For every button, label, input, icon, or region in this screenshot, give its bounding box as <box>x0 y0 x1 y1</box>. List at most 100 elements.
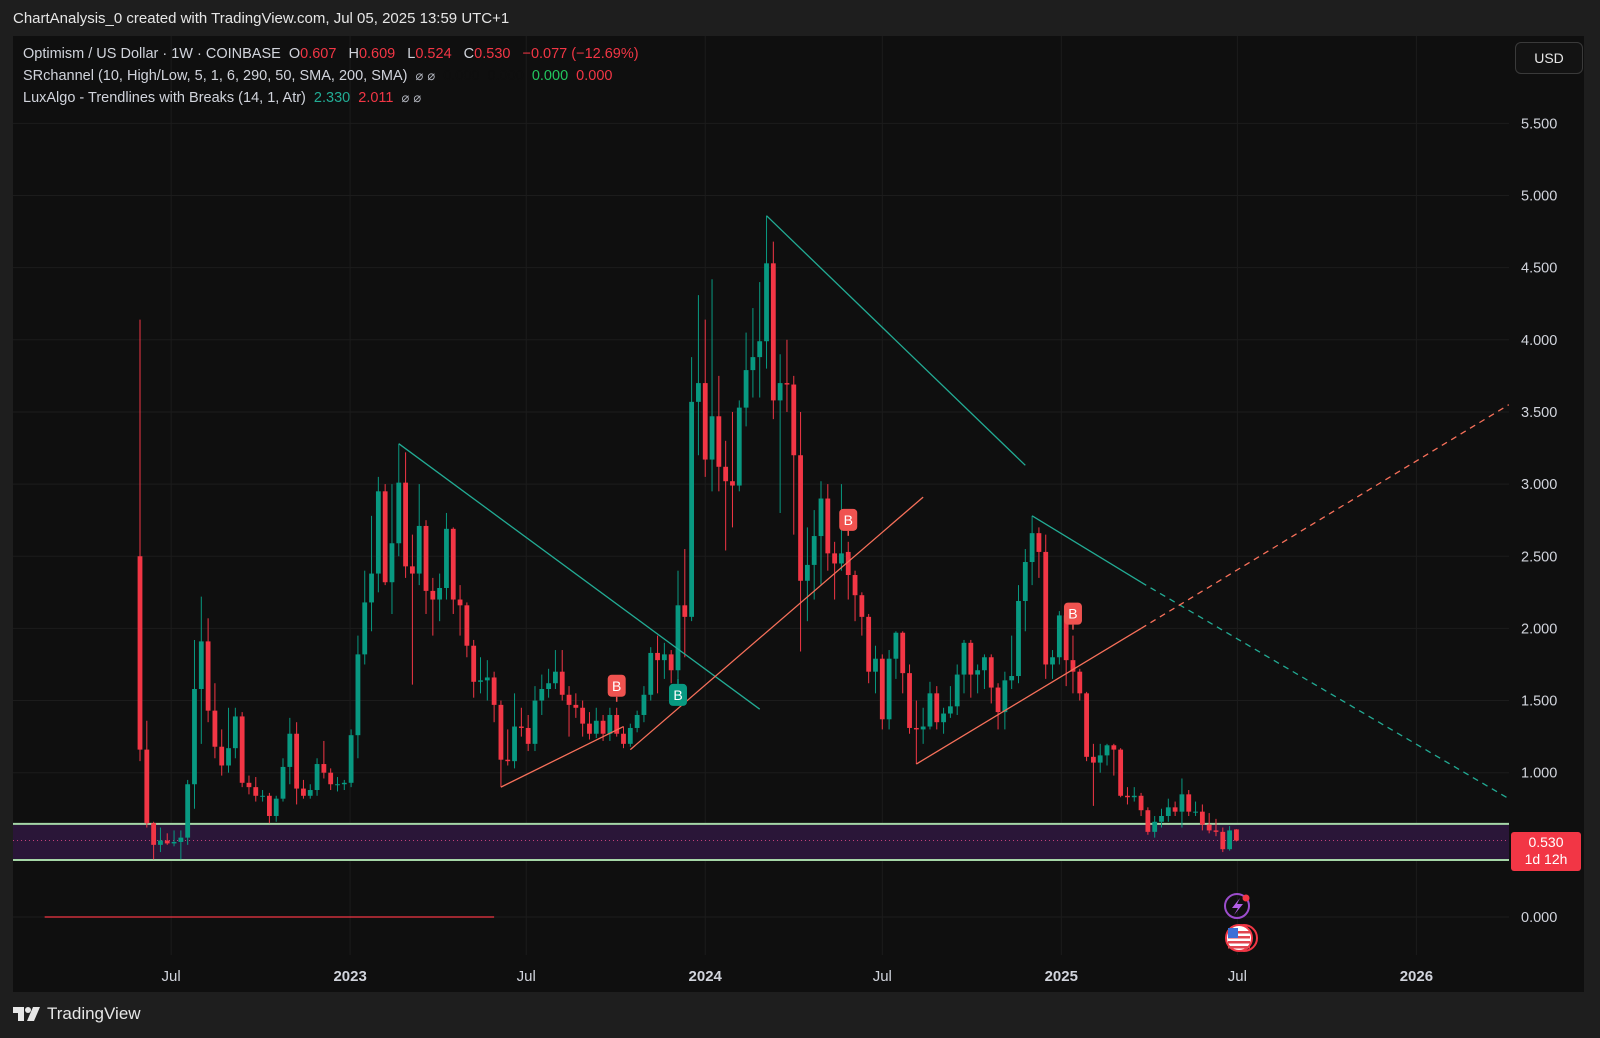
candle-body <box>770 263 776 401</box>
candle-body <box>1199 811 1205 825</box>
candle-body <box>464 605 470 646</box>
eye-crossed-icon[interactable]: ⌀ <box>413 90 422 105</box>
candle-body <box>260 795 265 797</box>
candle-body <box>341 782 347 785</box>
candle-body <box>723 466 729 482</box>
symbol-name: Optimism / US Dollar · 1W · COINBASE <box>23 46 281 62</box>
candle-body <box>525 727 531 744</box>
candle-body <box>307 790 313 796</box>
candle-body <box>907 673 912 728</box>
srchannel-name: SRchannel (10, High/Low, 5, 1, 6, 290, 5… <box>23 68 408 84</box>
price-axis-label: 2.000 <box>1521 621 1557 637</box>
candle-body <box>532 700 538 744</box>
candle-body <box>266 795 272 816</box>
candle-body <box>593 720 599 734</box>
price-axis-label: 1.000 <box>1521 766 1557 782</box>
candle-body <box>253 787 259 796</box>
trendline-down <box>398 443 761 710</box>
candle-body <box>1036 533 1042 552</box>
trendline-up <box>500 725 624 788</box>
candle-body <box>212 710 218 747</box>
eye-crossed-icon[interactable]: ⌀ <box>415 68 424 83</box>
candle-body <box>750 357 756 371</box>
candle-body <box>832 553 838 564</box>
candle-body <box>947 706 953 714</box>
candle-body <box>893 632 899 659</box>
notification-dot <box>1242 894 1250 902</box>
candle-body <box>1186 794 1192 812</box>
tradingview-logo[interactable]: TradingView <box>13 1004 141 1024</box>
candle-body <box>198 641 204 690</box>
candle-body <box>1227 830 1232 850</box>
srchannel-legend[interactable]: SRchannel (10, High/Low, 5, 1, 6, 290, 5… <box>23 68 616 84</box>
candle-body <box>484 677 490 681</box>
candle-body <box>961 642 967 675</box>
symbol-legend[interactable]: Optimism / US Dollar · 1W · COINBASE O0.… <box>23 46 643 62</box>
luxalgo-legend[interactable]: LuxAlgo - Trendlines with Breaks (14, 1,… <box>23 90 425 106</box>
candle-body <box>879 658 885 720</box>
candle-body <box>505 759 511 762</box>
candle-body <box>818 498 824 537</box>
candle-body <box>1220 831 1226 850</box>
lightning-event-icon[interactable] <box>1224 893 1250 919</box>
candle-body <box>607 714 613 734</box>
candle-body <box>1165 807 1171 816</box>
candle-body <box>301 788 306 796</box>
price-axis-label: 5.500 <box>1521 116 1557 132</box>
candle-body <box>982 657 987 671</box>
candle-body <box>151 823 157 845</box>
candle-body <box>280 766 286 799</box>
candle-body <box>913 727 919 730</box>
candle-body <box>559 671 565 695</box>
candle-body <box>512 726 517 762</box>
candle-body <box>587 723 592 734</box>
candle-body <box>580 707 586 724</box>
candle-body <box>634 714 640 728</box>
candle-body <box>205 641 211 711</box>
candle-body <box>294 733 300 789</box>
candle-body <box>144 749 150 824</box>
price-axis-label: 4.500 <box>1521 261 1557 277</box>
candle-body <box>546 683 551 690</box>
lightning-event-icon <box>1232 898 1243 915</box>
candle-body <box>457 599 463 606</box>
candle-body <box>498 704 504 760</box>
candle-body <box>178 837 184 842</box>
srchannel-value: 0.000 <box>487 68 524 84</box>
trendline-up <box>916 627 1142 765</box>
trendline-extension-down <box>1140 581 1510 800</box>
candle-body <box>954 674 960 707</box>
open-label: O <box>288 46 301 62</box>
candle-body <box>1145 810 1151 832</box>
candle-body <box>566 694 572 705</box>
price-axis-label: 5.000 <box>1521 189 1557 205</box>
candle-body <box>1077 671 1083 694</box>
candle-body <box>920 726 926 730</box>
break-label-text: B <box>1068 606 1077 622</box>
price-axis-label: 2.500 <box>1521 549 1557 565</box>
candle-body <box>689 401 695 617</box>
candle-body <box>430 590 436 600</box>
candle-body <box>764 263 769 342</box>
candle-body <box>403 482 408 567</box>
break-label-text: B <box>844 512 853 528</box>
candle-body <box>539 689 545 701</box>
eye-crossed-icon[interactable]: ⌀ <box>401 90 410 105</box>
candle-body <box>192 689 197 785</box>
candle-body <box>416 525 422 574</box>
eye-crossed-icon[interactable]: ⌀ <box>427 68 436 83</box>
price-axis-label: 3.000 <box>1521 477 1557 493</box>
luxalgo-name: LuxAlgo - Trendlines with Breaks (14, 1,… <box>23 90 306 106</box>
srchannel-value: 0.000 <box>443 68 480 84</box>
candle-body <box>743 370 749 408</box>
currency-button[interactable]: USD <box>1515 42 1583 74</box>
candle-body <box>668 654 674 671</box>
candle-body <box>1159 815 1164 822</box>
candle-body <box>396 482 402 544</box>
candle-body <box>219 746 225 766</box>
candle-body <box>171 841 177 844</box>
price-axis-label: 4.000 <box>1521 333 1557 349</box>
srchannel-value: 0.000 <box>531 68 569 84</box>
candle-body <box>709 416 715 460</box>
